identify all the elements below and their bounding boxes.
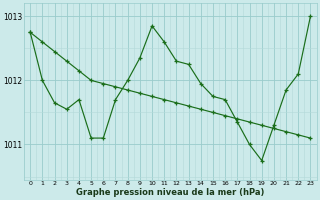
X-axis label: Graphe pression niveau de la mer (hPa): Graphe pression niveau de la mer (hPa) (76, 188, 265, 197)
